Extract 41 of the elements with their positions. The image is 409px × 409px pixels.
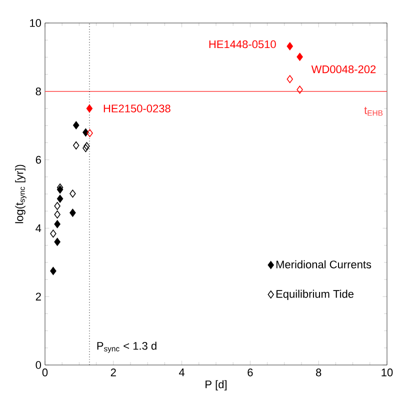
legend-label: Equilibrium Tide	[276, 290, 354, 300]
point	[70, 208, 76, 217]
y-tick-label: 8	[36, 88, 41, 96]
x-tick-label: 2	[110, 368, 116, 376]
point	[296, 52, 303, 61]
x-tick-label: 4	[178, 368, 185, 376]
y-tick-label: 0	[36, 361, 42, 369]
point	[54, 210, 60, 219]
annotation: WD0048-202	[311, 65, 376, 74]
point	[82, 144, 89, 152]
x-tick-label: 0	[42, 368, 48, 376]
y-axis-title: log(t$_{sync}$ [yr])	[15, 164, 26, 224]
point	[73, 121, 80, 130]
point	[70, 190, 76, 198]
point	[296, 86, 303, 94]
x-tick-label: 8	[316, 368, 322, 376]
point	[286, 75, 293, 84]
point	[54, 220, 60, 228]
x-axis-title: P [d]	[206, 380, 227, 390]
y-tick-label: 4	[36, 224, 42, 232]
point	[82, 128, 89, 136]
point	[286, 42, 293, 50]
annotation: HE1448-0510	[209, 40, 276, 48]
ref-line-label: t$_{EHB}$	[364, 106, 383, 116]
y-tick-label: 6	[36, 156, 41, 164]
legend-label: Meridional Currents	[276, 260, 372, 268]
point	[54, 202, 60, 210]
ref-line-label: P$_{sync}$ < 1.3 d	[97, 342, 156, 353]
point	[84, 142, 90, 150]
x-tick-label: 10	[382, 368, 393, 376]
point	[50, 266, 56, 275]
point	[56, 194, 64, 203]
point	[73, 141, 80, 150]
point	[54, 238, 60, 246]
point	[50, 230, 56, 238]
y-tick-label: 10	[30, 19, 42, 27]
annotation: HE2150-0238	[104, 104, 170, 112]
point	[86, 104, 93, 112]
point	[86, 129, 93, 138]
x-tick-label: 6	[248, 368, 253, 376]
y-tick-label: 2	[36, 292, 41, 300]
